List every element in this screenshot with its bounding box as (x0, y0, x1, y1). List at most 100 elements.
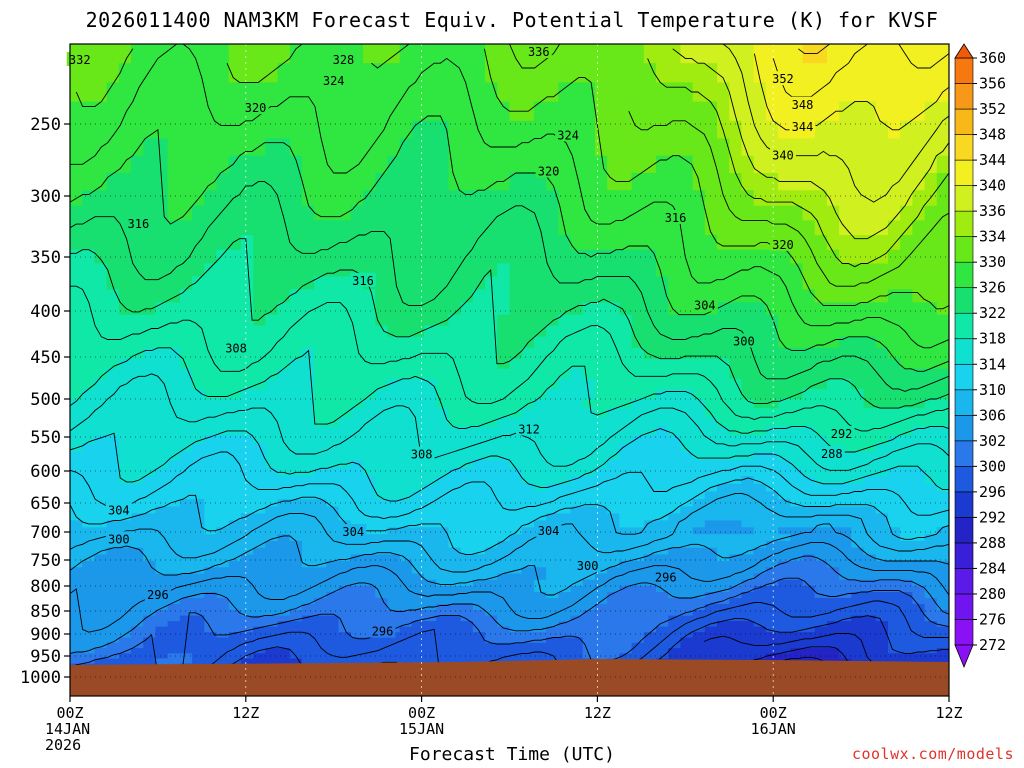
field-cell (936, 336, 949, 349)
field-cell (692, 399, 706, 409)
field-cell (167, 476, 181, 485)
field-cell (704, 573, 718, 581)
field-cell (326, 368, 340, 380)
field-cell (704, 468, 718, 477)
field-cell (167, 435, 181, 445)
field-cell (118, 101, 132, 122)
field-cell (240, 547, 254, 555)
field-cell (741, 276, 755, 290)
field-cell (509, 460, 523, 469)
field-cell (106, 235, 120, 251)
field-cell (228, 205, 242, 221)
field-cell (680, 547, 694, 555)
field-cell (70, 235, 83, 251)
field-cell (851, 491, 865, 500)
field-cell (729, 567, 743, 575)
field-cell (607, 626, 620, 633)
field-cell (765, 547, 779, 555)
field-cell (387, 451, 401, 461)
field-cell (106, 205, 120, 221)
field-cell (411, 138, 425, 157)
field-cell (436, 63, 450, 83)
field-cell (778, 561, 791, 568)
field-cell (619, 554, 633, 562)
field-cell (887, 138, 901, 157)
field-cell (717, 263, 730, 278)
field-cell (240, 491, 254, 500)
field-cell (729, 573, 743, 581)
field-cell (143, 554, 157, 562)
field-cell (765, 336, 779, 349)
field-cell (118, 388, 132, 400)
field-cell (863, 527, 877, 535)
field-cell (70, 534, 83, 542)
field-cell (533, 347, 547, 360)
field-cell (216, 561, 230, 568)
field-cell (558, 527, 572, 535)
field-cell (277, 534, 291, 542)
field-cell (94, 172, 108, 191)
field-cell (900, 289, 913, 303)
field-cell (204, 540, 218, 549)
field-cell (387, 592, 401, 599)
field-cell (839, 573, 852, 581)
field-cell (204, 368, 218, 380)
field-cell (924, 205, 938, 221)
field-cell (875, 249, 889, 265)
field-cell (680, 554, 694, 562)
field-cell (448, 399, 462, 409)
field-cell (863, 388, 877, 400)
field-cell (399, 435, 413, 445)
field-cell (253, 610, 266, 617)
field-cell (485, 120, 498, 139)
field-cell (924, 527, 938, 535)
field-cell (570, 506, 584, 515)
field-cell (570, 513, 584, 521)
field-cell (558, 567, 572, 575)
field-cell (668, 172, 682, 191)
field-cell (509, 347, 523, 360)
field-cell (363, 506, 376, 515)
field-cell (472, 637, 486, 644)
field-cell (240, 468, 254, 477)
field-cell (839, 513, 852, 521)
field-cell (301, 435, 315, 445)
field-cell (851, 534, 865, 542)
field-cell (399, 358, 413, 370)
field-cell (497, 120, 511, 139)
field-cell (875, 205, 889, 221)
field-cell (143, 534, 157, 542)
field-cell (753, 567, 767, 575)
field-cell (558, 368, 572, 380)
field-cell (802, 302, 816, 316)
field-cell (314, 155, 327, 174)
field-cell (314, 554, 327, 562)
field-cell (790, 358, 804, 370)
field-cell (887, 468, 901, 477)
field-cell (594, 573, 608, 581)
field-cell (216, 358, 230, 370)
field-cell (326, 249, 340, 265)
field-cell (143, 658, 157, 665)
field-cell (143, 138, 157, 157)
field-cell (253, 561, 266, 568)
field-cell (729, 63, 743, 83)
field-cell (631, 249, 645, 265)
field-cell (851, 632, 865, 639)
field-cell (472, 302, 486, 316)
field-cell (448, 547, 462, 555)
field-cell (179, 249, 193, 265)
field-cell (851, 190, 865, 207)
field-cell (668, 325, 682, 338)
field-cell (912, 499, 926, 508)
field-cell (704, 491, 718, 500)
field-cell (399, 190, 413, 207)
field-cell (741, 399, 755, 409)
field-cell (411, 632, 425, 639)
field-cell (179, 491, 193, 500)
field-cell (741, 642, 755, 649)
field-cell (753, 325, 767, 338)
field-cell (594, 626, 608, 633)
field-cell (82, 101, 96, 122)
field-cell (277, 190, 291, 207)
